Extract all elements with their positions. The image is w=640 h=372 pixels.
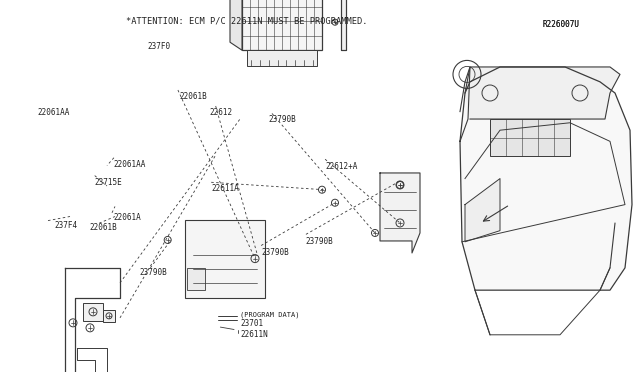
Text: 22612+A: 22612+A [325, 162, 358, 171]
Polygon shape [230, 0, 242, 50]
Text: 22061B: 22061B [90, 223, 117, 232]
Text: 22611N: 22611N [240, 330, 268, 339]
Bar [247, 50, 317, 66]
Bar [187, 267, 205, 289]
Text: 23715E: 23715E [95, 178, 122, 187]
Bar [242, 0, 322, 50]
Text: (PROGRAM DATA): (PROGRAM DATA) [240, 312, 300, 318]
Text: 237F0: 237F0 [147, 42, 170, 51]
Text: 23790B: 23790B [306, 237, 333, 246]
Text: R226007U: R226007U [543, 20, 580, 29]
Text: 22061B: 22061B [179, 92, 207, 101]
Polygon shape [460, 67, 632, 290]
Text: *ATTENTION: ECM P/C 22611N MUST BE PROGRAMMED.: *ATTENTION: ECM P/C 22611N MUST BE PROGR… [125, 17, 367, 26]
Bar [83, 303, 103, 321]
Bar [490, 119, 570, 156]
Polygon shape [380, 173, 420, 253]
Text: 22061AA: 22061AA [37, 108, 70, 117]
Text: 237F4: 237F4 [54, 221, 77, 230]
Text: 22061A: 22061A [114, 213, 141, 222]
Polygon shape [465, 179, 500, 242]
Polygon shape [324, 0, 346, 50]
Text: 22061AA: 22061AA [114, 160, 147, 169]
Bar [185, 219, 265, 298]
Text: 23790B: 23790B [140, 268, 167, 277]
Text: 23701: 23701 [240, 319, 263, 328]
Text: 22612: 22612 [210, 108, 233, 117]
Text: 23790B: 23790B [261, 248, 289, 257]
Text: 22611A: 22611A [211, 184, 239, 193]
Text: 23790B: 23790B [269, 115, 296, 124]
Text: R226007U: R226007U [543, 20, 580, 29]
Bar [103, 310, 115, 322]
Polygon shape [465, 67, 620, 119]
